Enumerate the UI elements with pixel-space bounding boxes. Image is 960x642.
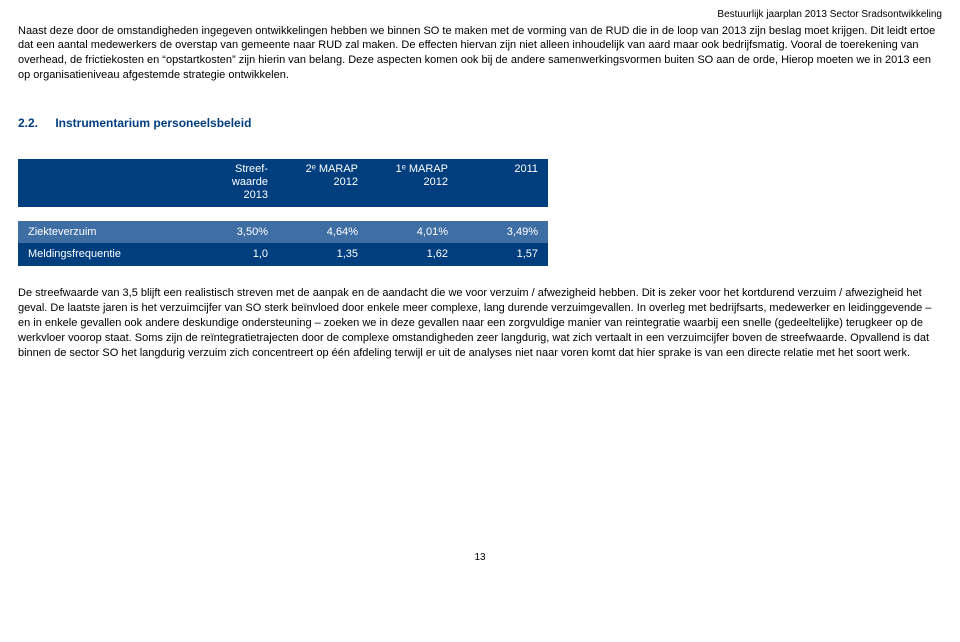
table-cell: 3,49%: [458, 221, 548, 244]
table-col-4: 2011: [458, 159, 548, 207]
table-cell: Meldingsfrequentie: [18, 243, 188, 266]
page-number: 13: [18, 551, 942, 565]
personnel-table: Streef-waarde2013 2ᵉ MARAP2012 1ᵉ MARAP2…: [18, 159, 548, 266]
table-row: Ziekteverzuim 3,50% 4,64% 4,01% 3,49%: [18, 221, 548, 244]
section-title: Instrumentarium personeelsbeleid: [55, 116, 251, 130]
document-header-right: Bestuurlijk jaarplan 2013 Sector Sradson…: [18, 8, 942, 22]
table-header-spacer: [18, 207, 548, 221]
table-cell: 4,01%: [368, 221, 458, 244]
table-cell: 1,0: [188, 243, 278, 266]
analysis-paragraph: De streefwaarde van 3,5 blijft een reali…: [18, 286, 942, 360]
table-row: Meldingsfrequentie 1,0 1,35 1,62 1,57: [18, 243, 548, 266]
table-cell: 3,50%: [188, 221, 278, 244]
table-cell: 4,64%: [278, 221, 368, 244]
table-col-2: 2ᵉ MARAP2012: [278, 159, 368, 207]
personnel-table-wrap: Streef-waarde2013 2ᵉ MARAP2012 1ᵉ MARAP2…: [18, 159, 942, 266]
table-cell: Ziekteverzuim: [18, 221, 188, 244]
section-heading: 2.2. Instrumentarium personeelsbeleid: [18, 115, 942, 131]
section-number: 2.2.: [18, 115, 52, 131]
table-header-row: Streef-waarde2013 2ᵉ MARAP2012 1ᵉ MARAP2…: [18, 159, 548, 207]
table-col-3: 1ᵉ MARAP2012: [368, 159, 458, 207]
table-col-1: Streef-waarde2013: [188, 159, 278, 207]
intro-paragraph: Naast deze door de omstandigheden ingege…: [18, 24, 942, 83]
table-cell: 1,57: [458, 243, 548, 266]
table-col-0: [18, 159, 188, 207]
table-cell: 1,35: [278, 243, 368, 266]
table-cell: 1,62: [368, 243, 458, 266]
